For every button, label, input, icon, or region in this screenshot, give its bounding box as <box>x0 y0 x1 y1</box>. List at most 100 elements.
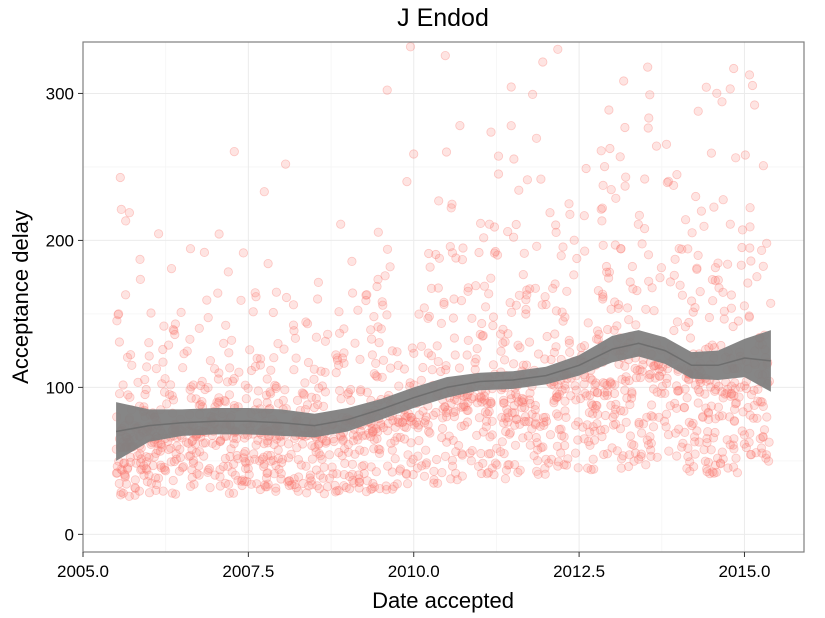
data-point <box>592 388 603 398</box>
data-point <box>758 161 769 171</box>
data-point <box>298 478 308 489</box>
data-point <box>301 461 311 471</box>
data-point <box>317 381 327 391</box>
data-point <box>323 329 333 339</box>
data-point <box>499 398 509 408</box>
data-point <box>691 191 701 202</box>
data-point <box>151 485 161 495</box>
data-point <box>510 440 521 450</box>
data-point <box>334 307 344 317</box>
data-point <box>170 329 180 340</box>
data-point <box>116 487 126 497</box>
data-point <box>346 395 356 405</box>
data-point <box>280 159 291 169</box>
data-point <box>710 414 721 424</box>
data-point <box>722 388 732 398</box>
data-point <box>200 384 210 395</box>
data-point <box>668 180 679 190</box>
data-point <box>506 121 516 131</box>
data-point <box>416 375 426 385</box>
data-point <box>684 317 694 328</box>
data-point <box>237 480 247 491</box>
data-point <box>469 392 479 402</box>
data-point <box>524 337 535 347</box>
data-point <box>406 412 416 423</box>
data-point <box>120 472 130 482</box>
data-point <box>588 422 598 432</box>
data-point <box>400 410 410 421</box>
data-point <box>434 196 444 206</box>
data-point <box>248 307 258 317</box>
data-point <box>332 469 342 479</box>
data-point <box>418 406 428 416</box>
data-point <box>484 449 494 459</box>
data-point <box>757 448 767 458</box>
data-point <box>119 469 130 479</box>
data-point <box>419 471 430 481</box>
data-point <box>715 459 726 469</box>
data-point <box>166 443 176 453</box>
data-point <box>709 343 719 353</box>
data-point <box>448 313 458 323</box>
data-point <box>650 373 660 383</box>
data-point <box>229 438 239 449</box>
data-point <box>630 448 641 458</box>
data-point <box>290 479 300 490</box>
data-point <box>348 475 358 485</box>
data-point <box>641 304 651 314</box>
data-point <box>522 285 532 295</box>
data-point <box>311 447 321 457</box>
data-point <box>631 320 641 330</box>
data-point <box>467 313 477 323</box>
data-point <box>155 446 165 456</box>
data-point <box>449 333 459 343</box>
data-point <box>112 316 122 326</box>
data-point <box>630 363 640 374</box>
data-point <box>364 428 374 438</box>
data-point <box>620 385 630 395</box>
data-point <box>633 219 643 229</box>
data-point <box>517 393 527 404</box>
data-point <box>152 479 162 490</box>
data-point <box>292 395 303 405</box>
data-point <box>284 476 295 486</box>
data-point <box>700 389 710 399</box>
data-point <box>190 439 201 449</box>
data-point <box>488 312 499 322</box>
data-point <box>423 420 433 430</box>
data-point <box>185 481 196 491</box>
data-point <box>661 139 672 149</box>
data-point <box>560 440 570 451</box>
data-point <box>111 468 122 478</box>
data-point <box>266 365 276 375</box>
data-point <box>635 372 646 383</box>
data-point <box>142 465 152 475</box>
data-point <box>564 199 574 209</box>
data-point <box>288 300 299 310</box>
data-point <box>714 411 724 421</box>
data-point <box>556 251 566 261</box>
data-point <box>402 479 413 489</box>
data-point <box>182 346 192 356</box>
data-point <box>118 380 128 390</box>
data-point <box>185 244 196 254</box>
data-point <box>532 456 543 466</box>
data-point <box>273 338 283 349</box>
data-point <box>472 343 482 354</box>
data-point <box>500 474 510 484</box>
data-point <box>431 454 442 465</box>
data-point <box>623 461 634 472</box>
data-point <box>157 379 167 389</box>
data-point <box>467 445 477 456</box>
data-point <box>442 437 452 447</box>
data-point <box>753 384 763 394</box>
data-point <box>405 378 415 388</box>
data-point <box>354 483 364 493</box>
data-point <box>489 470 499 480</box>
data-point <box>729 404 740 414</box>
data-point <box>401 468 411 479</box>
data-point <box>685 457 695 467</box>
data-point <box>757 397 767 407</box>
data-point <box>506 390 516 400</box>
